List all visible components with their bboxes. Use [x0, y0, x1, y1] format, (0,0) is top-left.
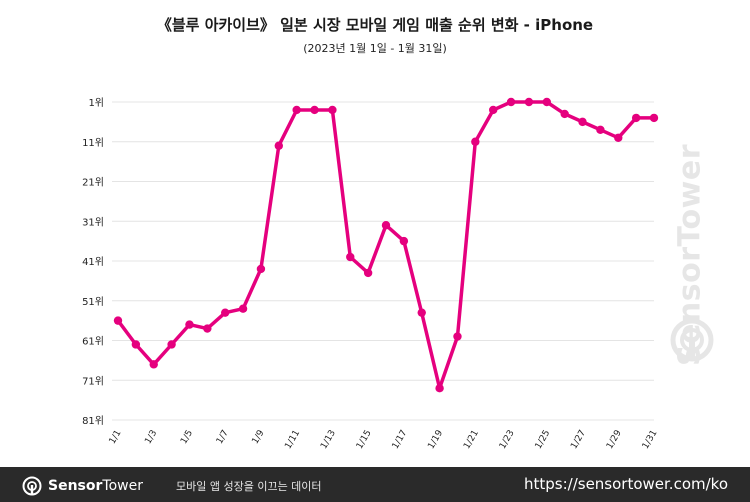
data-point: [149, 360, 158, 369]
data-point: [417, 308, 426, 317]
x-tick-label: 1/25: [534, 429, 553, 452]
x-tick-label: 1/15: [355, 429, 374, 452]
footer-url-link[interactable]: https://sensortower.com/ko: [523, 475, 728, 493]
y-tick-label: 61위: [82, 335, 104, 348]
y-tick-label: 11위: [82, 136, 104, 149]
data-point: [435, 384, 444, 393]
x-tick-label: 1/1: [108, 429, 124, 447]
data-point: [185, 320, 194, 329]
x-tick-label: 1/23: [498, 429, 517, 452]
data-point: [399, 236, 409, 246]
data-point: [506, 97, 516, 107]
x-tick-label: 1/19: [426, 428, 445, 451]
data-point: [614, 133, 623, 142]
data-point: [346, 252, 355, 262]
data-point: [221, 308, 230, 317]
x-tick-label: 1/21: [462, 429, 481, 452]
data-point: [596, 125, 605, 135]
data-point: [274, 141, 283, 150]
data-point: [167, 340, 176, 349]
x-tick-labels: 1/1 1/3 1/5 1/7 1/9 1/11 1/13 1/15 1/17 1/19 1/21 1…: [108, 428, 660, 451]
x-tick-label: 1/7: [215, 429, 231, 447]
brand-name-bold: Sensor: [48, 478, 103, 494]
sensortower-logo-icon: [22, 476, 42, 496]
data-point: [203, 324, 212, 333]
y-tick-label: 21위: [82, 176, 104, 189]
data-point: [292, 105, 301, 115]
data-point: [381, 221, 391, 230]
x-tick-label: 1/5: [179, 429, 195, 447]
data-point: [238, 304, 248, 313]
x-tick-label: 1/27: [569, 429, 588, 452]
grid-layer: [112, 101, 654, 421]
y-tick-label: 41위: [82, 255, 104, 268]
data-point: [578, 117, 587, 127]
x-tick-label: 1/31: [641, 429, 660, 452]
series-points-layer: [113, 97, 659, 393]
data-point: [363, 268, 373, 278]
watermark-logo-icon: [670, 318, 714, 362]
y-tick-label: 31위: [82, 215, 104, 228]
data-point: [489, 105, 498, 115]
y-tick-label: 1위: [88, 96, 104, 109]
footer-bar: Sensor Tower 모바일 앱 성장을 이끄는 데이터 https://se…: [0, 467, 750, 502]
sensortower-logo[interactable]: Sensor Tower: [22, 476, 143, 496]
series-line: [116, 100, 656, 390]
footer-tagline: 모바일 앱 성장을 이끄는 데이터: [176, 480, 322, 493]
y-tick-labels: 1위 11위 21위 31위 41위 51위 61위 71위 81위: [82, 96, 104, 427]
data-point: [113, 316, 123, 325]
x-tick-label: 1/13: [319, 429, 338, 452]
chart-subtitle: (2023년 1월 1일 - 1월 31일): [303, 42, 447, 55]
data-point: [131, 340, 141, 349]
data-point: [542, 97, 551, 107]
data-point: [631, 113, 641, 123]
data-point: [524, 97, 534, 107]
data-point: [256, 264, 266, 274]
y-tick-label: 71위: [82, 374, 104, 387]
data-point: [649, 113, 659, 123]
data-point: [453, 332, 462, 341]
series-line-layer: [116, 100, 656, 390]
data-point: [471, 137, 480, 146]
x-tick-label: 1/3: [143, 429, 159, 447]
x-tick-label: 1/9: [251, 428, 267, 446]
chart-title: 《블루 아카이브》 일본 시장 모바일 게임 매출 순위 변화 - iPhone: [156, 16, 594, 34]
y-tick-label: 51위: [82, 295, 104, 308]
data-point: [328, 105, 337, 115]
data-point: [560, 109, 569, 119]
data-point: [310, 105, 319, 115]
brand-name-regular: Tower: [102, 478, 143, 494]
y-tick-label: 81위: [82, 414, 104, 427]
x-tick-label: 1/11: [283, 429, 302, 452]
x-tick-label: 1/29: [605, 428, 624, 451]
x-tick-label: 1/17: [391, 429, 410, 452]
